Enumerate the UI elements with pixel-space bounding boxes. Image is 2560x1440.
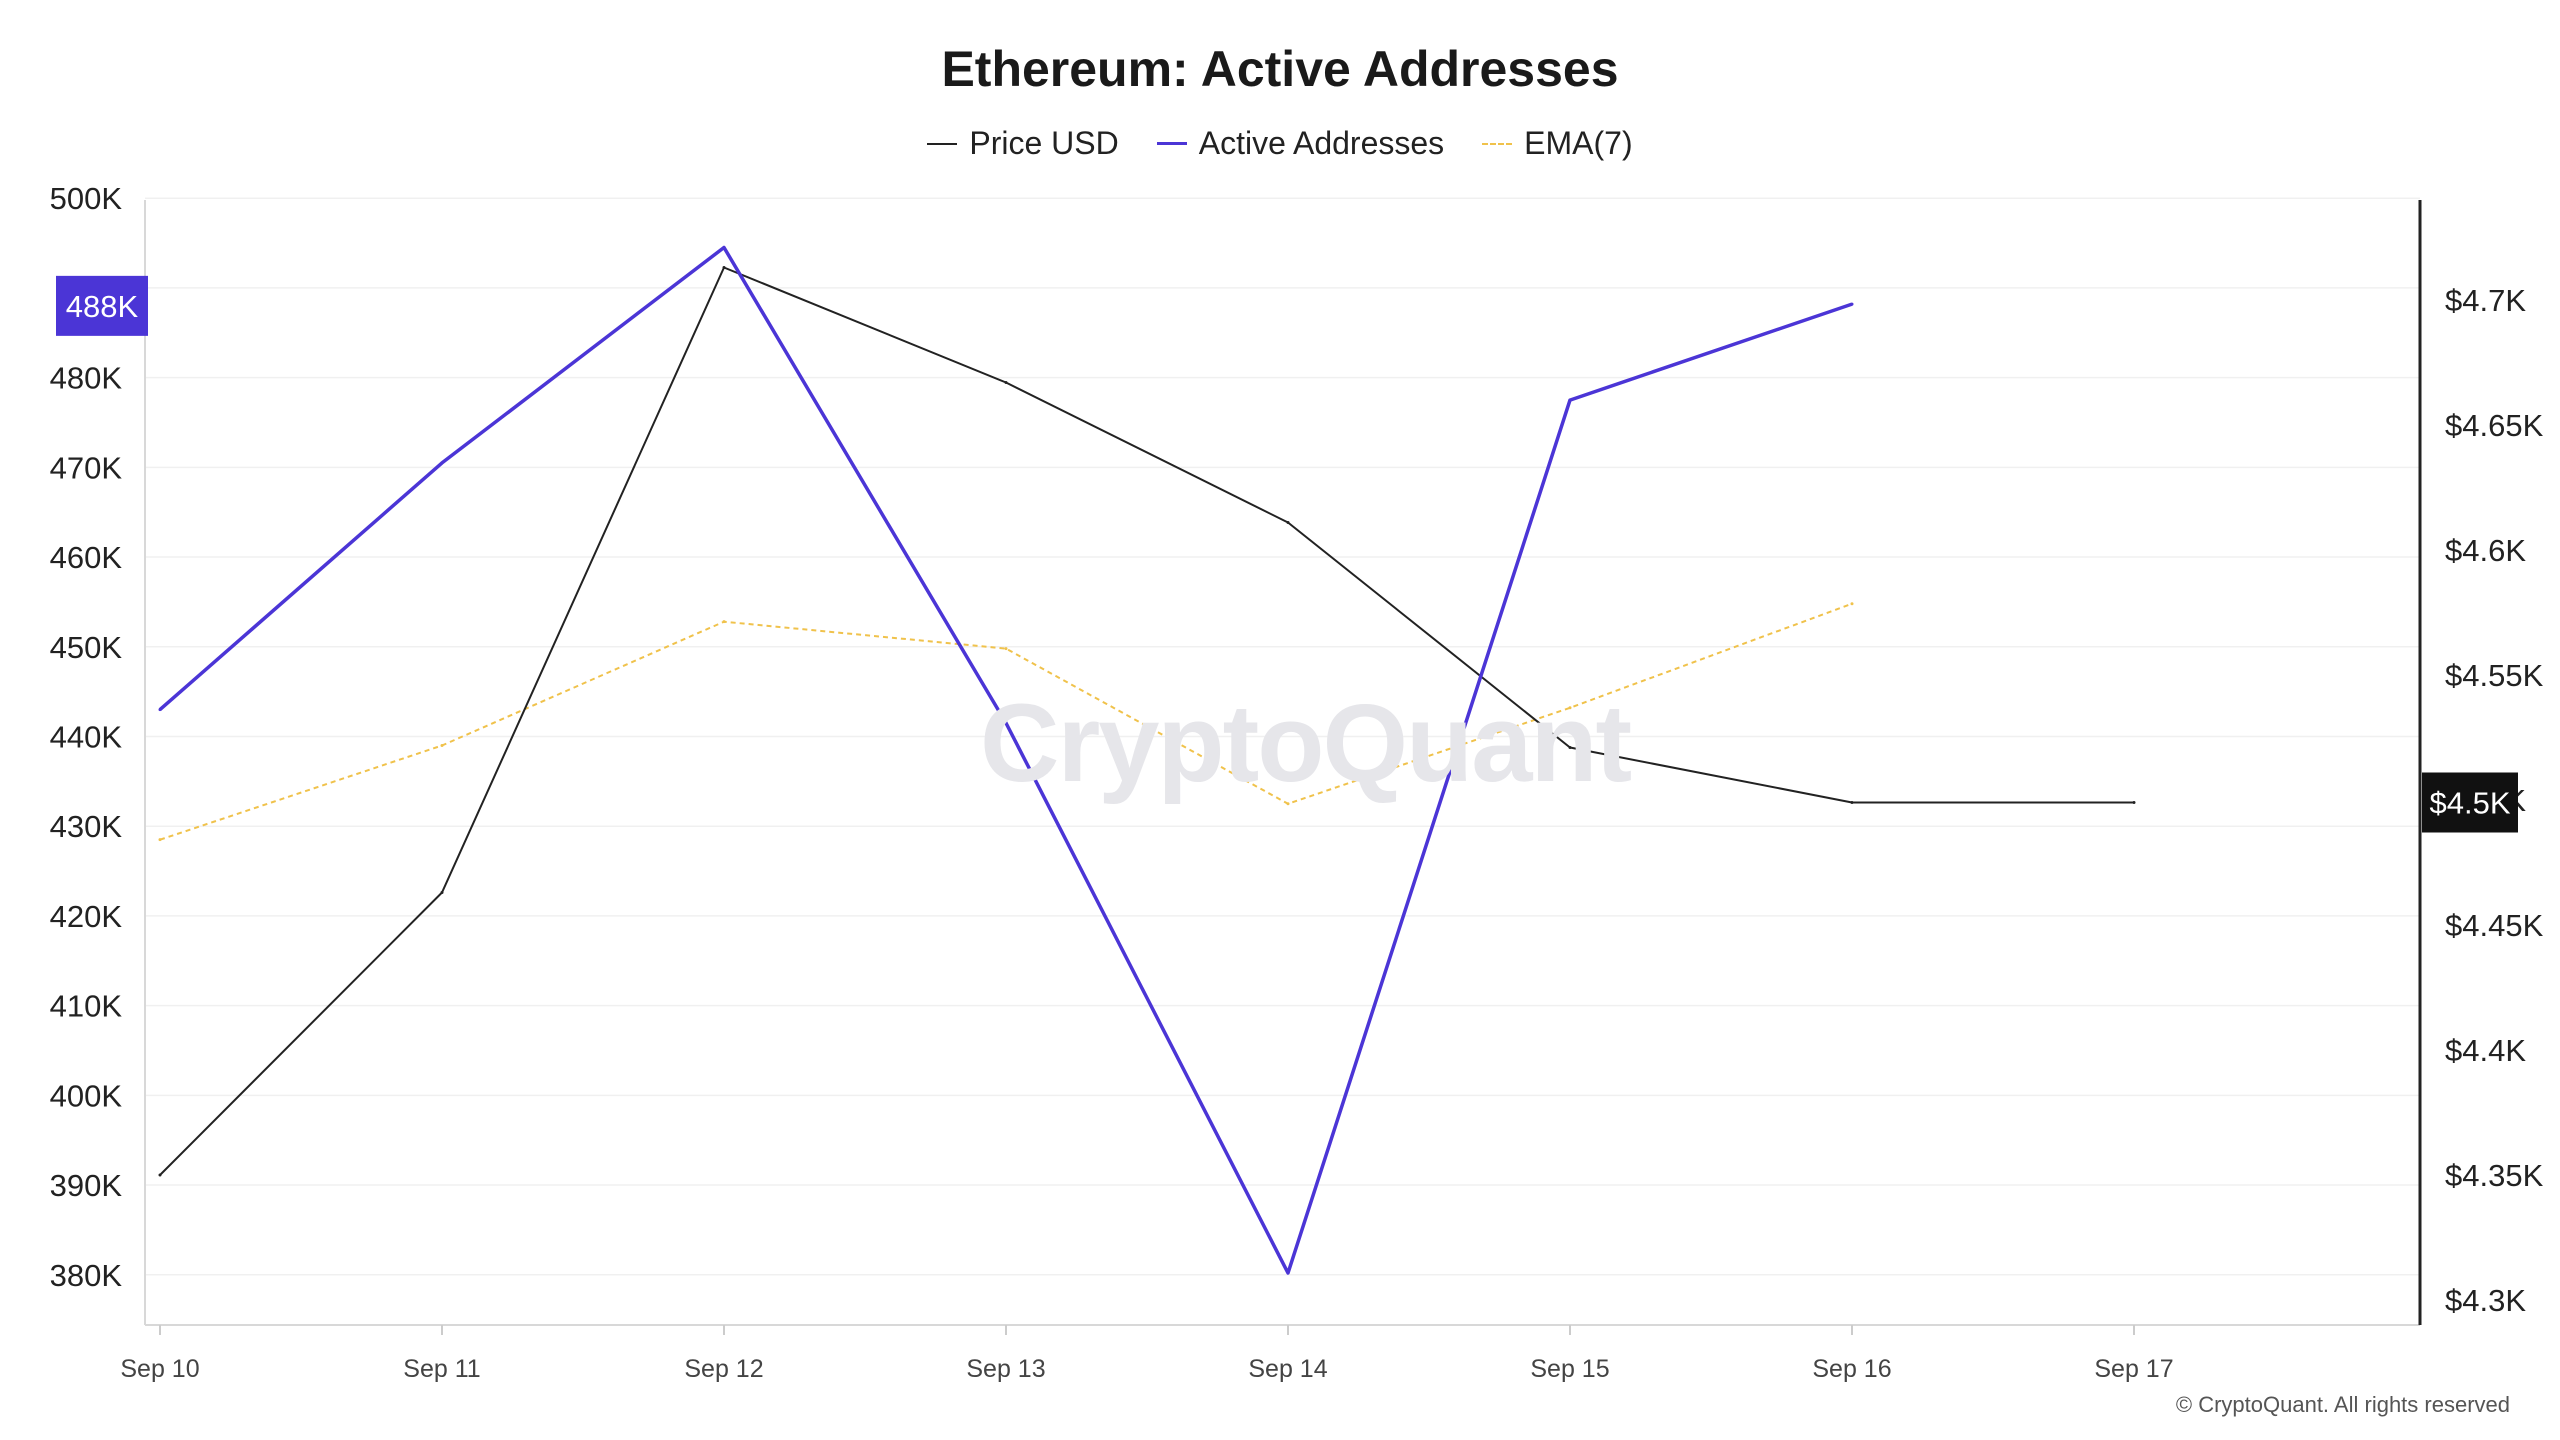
data-point — [722, 246, 726, 250]
series-line-price-usd — [159, 266, 2134, 1176]
left-tick-label: 480K — [50, 361, 123, 396]
right-value-badge — [2422, 772, 2518, 833]
data-point — [1004, 721, 1008, 725]
left-tick-label: 380K — [50, 1258, 123, 1293]
legend-item-ema[interactable]: EMA(7) — [1482, 125, 1633, 162]
right-tick-label: $4.45K — [2445, 908, 2544, 943]
data-point — [1568, 706, 1572, 710]
legend-label-ema: EMA(7) — [1524, 125, 1633, 161]
legend-label-price: Price USD — [969, 125, 1119, 161]
left-tick-label: 460K — [50, 540, 123, 575]
right-tick-label: $4.7K — [2445, 283, 2526, 318]
data-point — [1286, 802, 1290, 806]
data-point — [158, 708, 162, 712]
left-tick-label: 500K — [50, 181, 123, 216]
x-tick-label: Sep 17 — [2094, 1355, 2173, 1383]
right-value-badge-label: $4.5K — [2429, 786, 2510, 821]
data-point — [1850, 302, 1854, 306]
data-point — [440, 743, 444, 747]
data-point — [1568, 746, 1572, 749]
data-point — [1850, 602, 1854, 606]
legend-label-active-addresses: Active Addresses — [1198, 125, 1445, 161]
data-point — [1850, 801, 1854, 804]
x-tick-label: Sep 13 — [966, 1355, 1045, 1383]
legend-swatch-price — [927, 142, 958, 145]
data-point — [722, 620, 726, 624]
left-value-badge — [56, 275, 148, 336]
left-tick-label: 470K — [50, 450, 123, 485]
left-value-badge-label: 488K — [66, 289, 139, 324]
left-tick-label: 400K — [50, 1078, 123, 1113]
right-tick-label: $4.4K — [2445, 1033, 2526, 1068]
left-tick-label: 440K — [50, 719, 123, 754]
right-tick-label: $4.35K — [2445, 1158, 2544, 1193]
data-point — [158, 1173, 162, 1177]
data-point — [722, 266, 726, 269]
right-tick-label: $4.6K — [2445, 533, 2526, 568]
left-tick-label: 430K — [50, 809, 123, 844]
legend-item-price[interactable]: Price USD — [927, 125, 1119, 162]
left-tick-label: 420K — [50, 899, 123, 934]
right-tick-label: $4.3K — [2445, 1283, 2526, 1318]
data-point — [158, 838, 162, 842]
data-point — [1568, 398, 1572, 402]
data-point — [1286, 1271, 1290, 1275]
legend-swatch-ema — [1482, 142, 1513, 145]
legend-swatch-active-addresses — [1156, 142, 1187, 145]
watermark: CryptoQuant — [980, 682, 1632, 805]
data-point — [1286, 521, 1290, 524]
x-tick-label: Sep 11 — [403, 1355, 480, 1383]
legend: Price USD Active Addresses EMA(7) — [0, 125, 2560, 162]
left-tick-label: 410K — [50, 989, 123, 1024]
right-tick-label: $4.65K — [2445, 408, 2544, 443]
legend-item-active-addresses[interactable]: Active Addresses — [1156, 125, 1445, 162]
right-tick-label: $4.55K — [2445, 658, 2544, 693]
x-tick-label: Sep 10 — [120, 1355, 199, 1383]
data-point — [1004, 381, 1008, 384]
data-point — [2132, 801, 2136, 804]
data-point — [440, 891, 444, 894]
data-point — [1004, 647, 1008, 651]
chart-title: Ethereum: Active Addresses — [941, 41, 1619, 97]
x-tick-label: Sep 16 — [1812, 1355, 1891, 1383]
x-tick-label: Sep 14 — [1248, 1355, 1327, 1383]
x-tick-label: Sep 15 — [1530, 1355, 1609, 1383]
data-point — [440, 461, 444, 465]
x-tick-label: Sep 12 — [684, 1355, 763, 1383]
left-tick-label: 390K — [50, 1168, 123, 1203]
left-tick-label: 450K — [50, 630, 123, 665]
copyright-footer: © CryptoQuant. All rights reserved — [2175, 1392, 2510, 1417]
